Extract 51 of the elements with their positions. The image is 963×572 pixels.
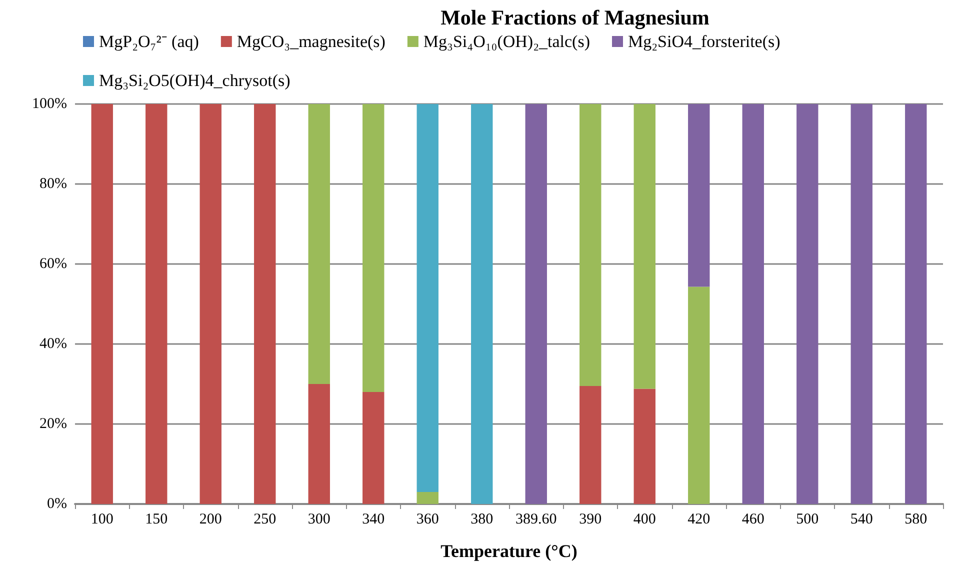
y-tick-label: 100% <box>32 96 67 112</box>
x-tick-label: 580 <box>904 512 928 528</box>
bar <box>471 104 493 504</box>
bar <box>200 104 222 504</box>
bar <box>634 388 656 504</box>
x-axis-title: Temperature (°C) <box>440 541 578 561</box>
chart-title: Mole Fractions of Magnesium <box>440 6 710 30</box>
legend-label: Mg₃Si₂O5(OH)4_chrysot(s) <box>99 71 290 90</box>
x-tick-label: 150 <box>145 512 168 528</box>
x-tick-label: 390 <box>579 512 602 528</box>
legend-label: MgCO₃_magnesite(s) <box>236 32 386 51</box>
bar <box>580 386 602 504</box>
x-tick-label: 360 <box>416 512 439 528</box>
x-tick-label: 340 <box>362 512 385 528</box>
bar <box>905 104 927 504</box>
x-tick-label: 540 <box>850 512 873 528</box>
bar <box>362 392 384 504</box>
y-tick-label: 40% <box>40 336 67 352</box>
y-tick-label: 20% <box>40 416 67 432</box>
bar <box>525 104 547 504</box>
x-tick-label: 420 <box>688 512 710 528</box>
bar <box>308 384 330 504</box>
legend-label: Mg₃Si₄O₁₀(OH)₂_talc(s) <box>423 32 590 51</box>
bar <box>634 104 656 389</box>
x-tick-label: 460 <box>742 512 764 528</box>
bar <box>742 104 764 504</box>
x-tick-label: 389.60 <box>516 512 557 528</box>
bar <box>688 104 710 287</box>
bar <box>416 492 438 504</box>
x-tick-label: 400 <box>633 512 656 528</box>
x-tick-label: 300 <box>308 512 330 528</box>
y-tick-label: 0% <box>47 496 67 512</box>
bar <box>416 104 438 492</box>
x-tick-label: 250 <box>254 512 276 528</box>
bar <box>362 104 384 392</box>
legend-label: Mg₂SiO4_forsterite(s) <box>628 32 780 51</box>
legend-label: MgP₂O₇²⁻ (aq) <box>99 32 199 51</box>
bar <box>254 104 276 504</box>
bar <box>146 104 168 504</box>
bar <box>580 104 602 386</box>
bar <box>308 104 330 384</box>
x-tick-label: 380 <box>470 512 494 528</box>
bar <box>796 104 818 504</box>
bar <box>688 286 710 504</box>
bar <box>91 104 113 504</box>
y-tick-label: 80% <box>40 176 67 192</box>
x-tick-label: 100 <box>90 512 114 528</box>
y-tick-label: 60% <box>40 256 67 272</box>
x-tick-label: 200 <box>199 512 222 528</box>
x-tick-label: 500 <box>796 512 819 528</box>
bar <box>850 104 872 504</box>
